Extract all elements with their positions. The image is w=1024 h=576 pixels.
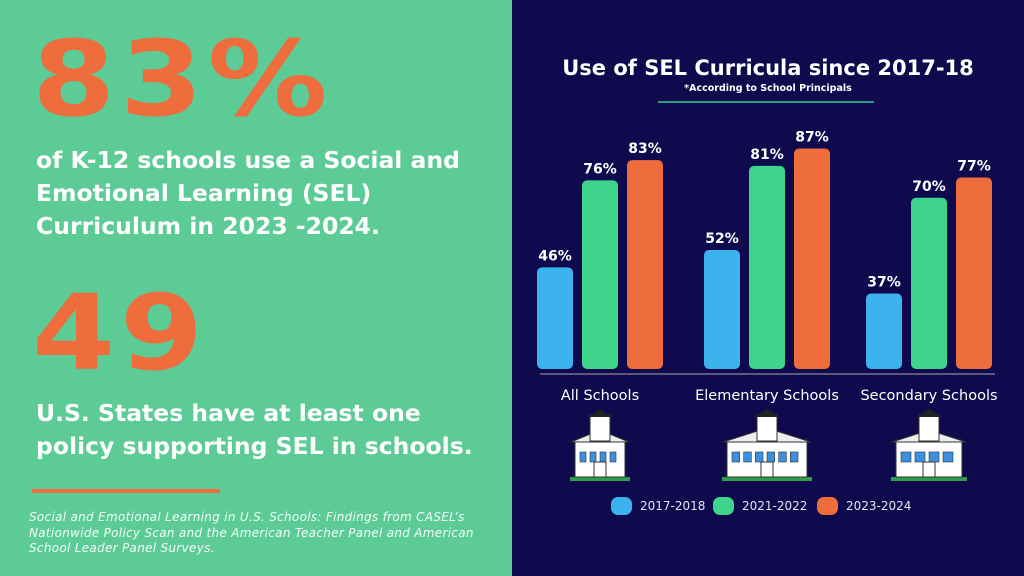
legend-swatch bbox=[817, 497, 838, 515]
stat-49: 49 bbox=[32, 272, 208, 394]
data-label: 77% bbox=[957, 159, 991, 175]
bar-2017-2018-elementary-schools bbox=[704, 250, 740, 369]
category-label: Elementary Schools bbox=[695, 388, 839, 404]
bar-2021-2022-elementary-schools bbox=[749, 165, 785, 369]
citation: Social and Emotional Learning in U.S. Sc… bbox=[29, 510, 474, 555]
category-label: Secondary Schools bbox=[860, 388, 997, 404]
legend-label: 2017-2018 bbox=[640, 499, 706, 513]
bar-2017-2018-all-schools bbox=[537, 267, 573, 369]
data-label: 70% bbox=[912, 179, 946, 195]
stat-83-description: of K-12 schools use a Social and Emotion… bbox=[36, 146, 460, 240]
divider bbox=[32, 489, 220, 493]
bar-2023-2024-secondary-schools bbox=[956, 177, 992, 369]
data-label: 37% bbox=[867, 275, 901, 291]
title-underline bbox=[658, 101, 874, 103]
legend-item-2021-2022: 2021-2022 bbox=[713, 497, 807, 515]
data-label: 52% bbox=[705, 231, 739, 247]
data-label: 76% bbox=[583, 161, 617, 177]
legend-label: 2023-2024 bbox=[846, 499, 912, 513]
data-label: 81% bbox=[750, 147, 784, 163]
bar-2023-2024-elementary-schools bbox=[794, 148, 830, 369]
chart-title: Use of SEL Curricula since 2017-18 bbox=[562, 56, 974, 80]
data-label: 87% bbox=[795, 130, 829, 146]
bar-2017-2018-secondary-schools bbox=[866, 293, 902, 369]
data-label: 83% bbox=[628, 141, 662, 157]
chart-panel: Use of SEL Curricula since 2017-18 *Acco… bbox=[512, 0, 1024, 576]
stat-49-description: U.S. States have at least one policy sup… bbox=[36, 399, 473, 460]
left-panel: 83% of K-12 schools use a Social and Emo… bbox=[0, 0, 512, 576]
stat-83-percent: 83% bbox=[32, 18, 333, 140]
chart-subtitle: *According to School Principals bbox=[684, 83, 852, 94]
data-label: 46% bbox=[538, 248, 572, 264]
school-building-icon bbox=[570, 409, 630, 481]
bar-2021-2022-all-schools bbox=[582, 180, 618, 369]
bar-chart: 46% 76% 83% All Schools 52% 81% 87% Elementary … bbox=[537, 130, 998, 481]
legend-item-2023-2024: 2023-2024 bbox=[817, 497, 911, 515]
legend-item-2017-2018: 2017-2018 bbox=[611, 497, 705, 515]
school-building-icon bbox=[722, 409, 812, 481]
bar-2021-2022-secondary-schools bbox=[911, 197, 947, 369]
legend-label: 2021-2022 bbox=[742, 499, 808, 513]
category-label: All Schools bbox=[561, 388, 639, 404]
legend-swatch bbox=[611, 497, 632, 515]
school-building-icon bbox=[891, 409, 967, 481]
legend-swatch bbox=[713, 497, 734, 515]
bar-2023-2024-all-schools bbox=[627, 160, 663, 369]
